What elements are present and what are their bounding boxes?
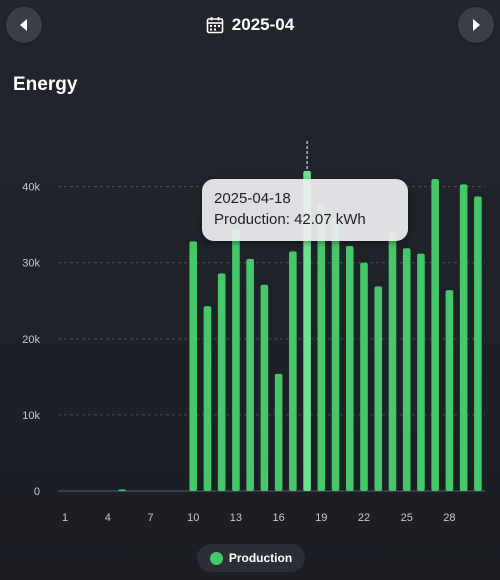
y-tick-label: 20k [22, 334, 40, 346]
bar-day-13[interactable] [232, 229, 240, 491]
bar-day-30[interactable] [474, 196, 482, 492]
chevron-right-icon [473, 19, 480, 31]
x-tick-label: 4 [105, 512, 111, 524]
month-label: 2025-04 [231, 15, 295, 34]
bar-day-18[interactable] [303, 170, 311, 492]
x-tick-label: 22 [358, 512, 370, 524]
prev-month-button[interactable] [6, 7, 42, 43]
bar-day-19[interactable] [317, 204, 326, 492]
y-tick-label: 10k [22, 410, 40, 422]
bar-day-11[interactable] [203, 306, 212, 491]
bar-day-20[interactable] [331, 217, 340, 491]
x-tick-label: 16 [272, 512, 284, 524]
x-tick-label: 10 [187, 512, 199, 524]
tooltip-value-line: Production: 42.07 kWh [214, 209, 396, 231]
chevron-left-icon [20, 19, 27, 31]
bar-day-14[interactable] [246, 258, 254, 491]
x-tick-label: 25 [401, 512, 413, 524]
calendar-icon [206, 17, 224, 34]
energy-bar-chart[interactable]: 1 4 7 10 13 16 19 22 25 28 0 10k 20k 30k 40k [0, 0, 500, 540]
legend-production[interactable]: Production [197, 544, 305, 572]
bar-day-16[interactable] [274, 373, 283, 491]
x-tick-label: 7 [147, 512, 153, 524]
legend-label: Production [228, 551, 293, 565]
chart-tooltip: 2025-04-18 Production: 42.07 kWh [202, 179, 408, 241]
bar-day-22[interactable] [360, 262, 368, 491]
y-tick-label: 0 [34, 486, 40, 498]
x-tick-label: 19 [315, 512, 327, 524]
bar-day-27[interactable] [431, 179, 439, 492]
month-header[interactable]: 2025-04 [0, 12, 500, 38]
bar-day-29[interactable] [459, 184, 468, 491]
legend-dot [209, 551, 223, 565]
bar-day-17[interactable] [289, 251, 297, 491]
bar-day-28[interactable] [445, 290, 454, 491]
bar-day-23[interactable] [374, 286, 383, 491]
bar-day-24[interactable] [388, 232, 397, 491]
section-title: Energy [13, 74, 78, 95]
bar-day-21[interactable] [345, 246, 354, 491]
tooltip-value: 42.07 kWh [294, 211, 366, 228]
y-tick-label: 30k [22, 258, 40, 270]
x-tick-label: 1 [62, 512, 68, 524]
next-month-button[interactable] [458, 7, 494, 43]
bar-day-10[interactable] [189, 241, 198, 491]
bar-day-12[interactable] [217, 273, 226, 491]
bar-day-5[interactable] [118, 489, 126, 492]
bar-day-26[interactable] [417, 253, 425, 491]
tooltip-date: 2025-04-18 [214, 190, 291, 207]
tooltip-series-label: Production: [214, 211, 290, 228]
bar-day-25[interactable] [402, 248, 411, 491]
y-tick-label: 40k [22, 182, 40, 194]
x-tick-label: 28 [443, 512, 455, 524]
x-tick-label: 13 [230, 512, 242, 524]
bar-day-15[interactable] [260, 284, 269, 491]
